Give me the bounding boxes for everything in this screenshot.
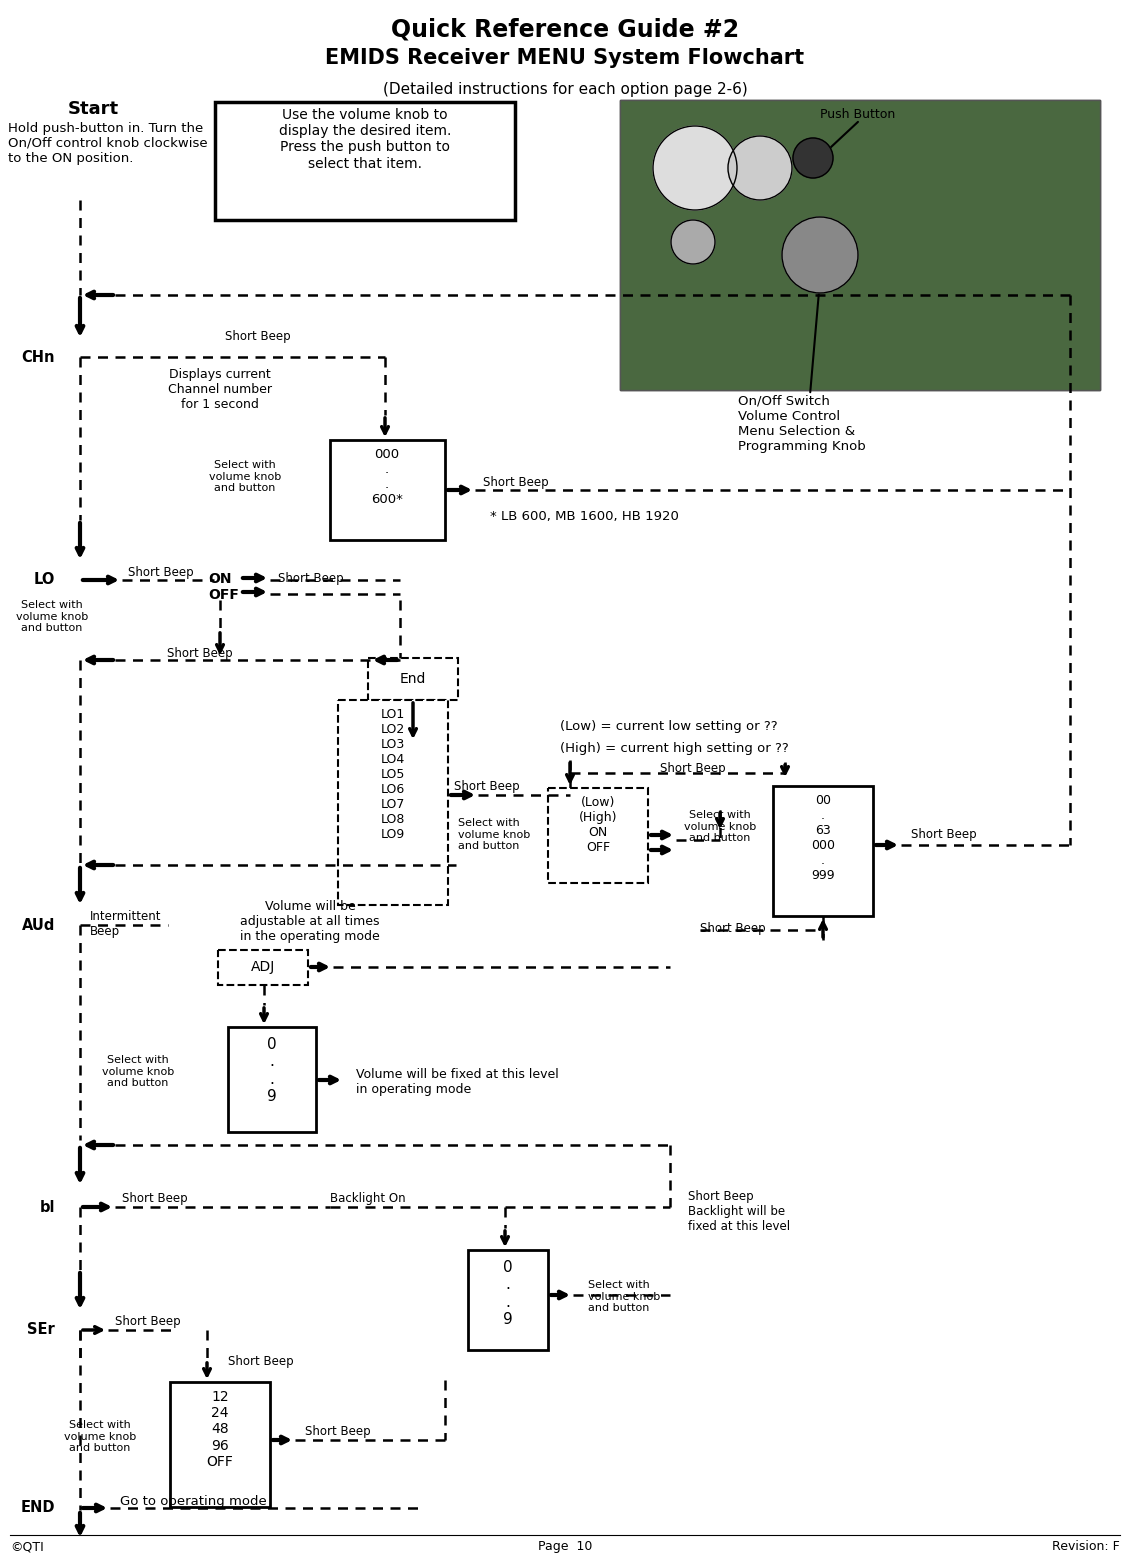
Text: END: END bbox=[20, 1501, 55, 1515]
Text: ©QTI: ©QTI bbox=[10, 1540, 44, 1552]
Text: 000
.
.
600*: 000 . . 600* bbox=[371, 448, 403, 507]
Text: (Detailed instructions for each option page 2-6): (Detailed instructions for each option p… bbox=[382, 82, 748, 96]
Circle shape bbox=[793, 138, 834, 179]
Text: Short Beep: Short Beep bbox=[483, 476, 549, 490]
Text: Short Beep: Short Beep bbox=[228, 1355, 294, 1368]
Text: ON: ON bbox=[208, 572, 232, 586]
Bar bbox=[338, 699, 448, 904]
Circle shape bbox=[728, 137, 792, 200]
Text: Select with
volume knob
and button: Select with volume knob and button bbox=[588, 1280, 661, 1313]
Text: AUd: AUd bbox=[21, 917, 55, 932]
Text: LO1
LO2
LO3
LO4
LO5
LO6
LO7
LO8
LO9: LO1 LO2 LO3 LO4 LO5 LO6 LO7 LO8 LO9 bbox=[381, 709, 405, 841]
Text: 0
.
.
9: 0 . . 9 bbox=[267, 1037, 277, 1105]
Bar bbox=[620, 99, 1100, 390]
Text: LO: LO bbox=[34, 572, 55, 587]
Text: Select with
volume knob
and button: Select with volume knob and button bbox=[684, 810, 757, 844]
Text: Quick Reference Guide #2: Quick Reference Guide #2 bbox=[391, 19, 739, 42]
Bar bbox=[368, 657, 458, 699]
Text: Select with
volume knob
and button: Select with volume knob and button bbox=[209, 460, 282, 493]
Text: Volume will be
adjustable at all times
in the operating mode: Volume will be adjustable at all times i… bbox=[240, 900, 380, 943]
Text: Select with
volume knob
and button: Select with volume knob and button bbox=[458, 817, 530, 852]
Text: Intermittent
Beep: Intermittent Beep bbox=[90, 911, 162, 939]
Text: CHn: CHn bbox=[21, 350, 55, 365]
Text: Volume will be fixed at this level
in operating mode: Volume will be fixed at this level in op… bbox=[356, 1068, 559, 1096]
Text: Short Beep
Backlight will be
fixed at this level: Short Beep Backlight will be fixed at th… bbox=[688, 1190, 791, 1232]
Bar bbox=[228, 1027, 316, 1131]
Bar bbox=[215, 103, 515, 221]
Text: EMIDS Receiver MENU System Flowchart: EMIDS Receiver MENU System Flowchart bbox=[326, 48, 804, 68]
Text: Start: Start bbox=[68, 99, 119, 118]
Bar bbox=[549, 788, 648, 883]
Text: Select with
volume knob
and button: Select with volume knob and button bbox=[63, 1420, 136, 1453]
Text: Select with
volume knob
and button: Select with volume knob and button bbox=[102, 1055, 174, 1088]
Text: SEr: SEr bbox=[27, 1322, 55, 1338]
Text: Short Beep: Short Beep bbox=[910, 828, 977, 841]
Text: * LB 600, MB 1600, HB 1920: * LB 600, MB 1600, HB 1920 bbox=[490, 510, 679, 524]
Text: Short Beep: Short Beep bbox=[122, 1192, 188, 1204]
Text: Short Beep: Short Beep bbox=[167, 646, 233, 660]
Text: On/Off Switch
Volume Control
Menu Selection &
Programming Knob: On/Off Switch Volume Control Menu Select… bbox=[739, 395, 865, 454]
Text: Short Beep: Short Beep bbox=[305, 1425, 371, 1437]
Text: (Low)
(High)
ON
OFF: (Low) (High) ON OFF bbox=[579, 796, 618, 855]
Text: (High) = current high setting or ??: (High) = current high setting or ?? bbox=[560, 741, 788, 755]
Bar bbox=[468, 1249, 549, 1350]
Bar bbox=[620, 99, 1100, 390]
Text: bl: bl bbox=[40, 1200, 55, 1215]
Text: Page  10: Page 10 bbox=[538, 1540, 593, 1552]
Text: Short Beep: Short Beep bbox=[225, 329, 291, 343]
Text: Revision: F: Revision: F bbox=[1052, 1540, 1120, 1552]
Bar bbox=[218, 949, 308, 985]
Text: ADJ: ADJ bbox=[251, 960, 275, 974]
Text: OFF: OFF bbox=[208, 587, 239, 601]
Text: (Low) = current low setting or ??: (Low) = current low setting or ?? bbox=[560, 720, 778, 733]
Text: Hold push-button in. Turn the
On/Off control knob clockwise
to the ON position.: Hold push-button in. Turn the On/Off con… bbox=[8, 123, 208, 165]
Bar bbox=[772, 786, 873, 915]
Text: Short Beep: Short Beep bbox=[454, 780, 519, 793]
Text: Short Beep: Short Beep bbox=[700, 922, 766, 936]
Text: Go to operating mode: Go to operating mode bbox=[120, 1495, 267, 1507]
Circle shape bbox=[782, 218, 858, 294]
Circle shape bbox=[671, 221, 715, 264]
Text: 0
.
.
9: 0 . . 9 bbox=[503, 1260, 512, 1327]
Text: Displays current
Channel number
for 1 second: Displays current Channel number for 1 se… bbox=[169, 368, 271, 410]
Bar bbox=[170, 1382, 270, 1507]
Text: Push Button: Push Button bbox=[820, 107, 896, 121]
Text: 00
.
63
000
.
999: 00 . 63 000 . 999 bbox=[811, 794, 835, 883]
Circle shape bbox=[653, 126, 737, 210]
Text: Short Beep: Short Beep bbox=[115, 1315, 181, 1329]
Text: Select with
volume knob
and button: Select with volume knob and button bbox=[16, 600, 88, 632]
Text: Short Beep: Short Beep bbox=[661, 761, 726, 775]
Text: Short Beep: Short Beep bbox=[128, 566, 193, 580]
Text: 12
24
48
96
OFF: 12 24 48 96 OFF bbox=[207, 1389, 233, 1469]
Text: Backlight On: Backlight On bbox=[330, 1192, 406, 1204]
Text: Use the volume knob to
display the desired item.
Press the push button to
select: Use the volume knob to display the desir… bbox=[279, 107, 451, 171]
Text: End: End bbox=[400, 671, 426, 685]
Text: Short Beep: Short Beep bbox=[278, 572, 344, 584]
Bar bbox=[330, 440, 444, 539]
